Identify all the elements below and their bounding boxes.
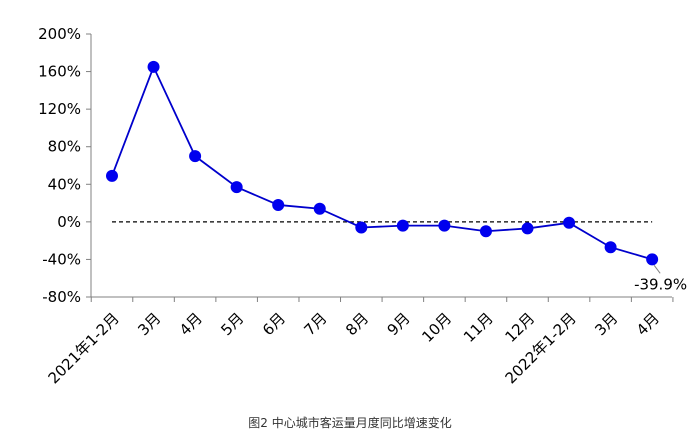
data-point (521, 222, 534, 235)
x-tick-label: 11月 (460, 309, 497, 346)
y-tick-label: 0% (57, 213, 81, 231)
series-line (106, 60, 659, 266)
data-point (563, 216, 576, 229)
figure-caption: 图2 中心城市客运量月度同比增速变化 (248, 416, 452, 430)
x-tick-label: 5月 (217, 309, 247, 339)
x-tick-label: 4月 (176, 309, 206, 339)
y-tick-label: 200% (38, 25, 81, 43)
x-tick-label: 6月 (259, 309, 289, 339)
data-point (355, 221, 368, 234)
y-tick-label: -80% (42, 288, 81, 306)
x-tick-label: 2021年1-2月 (45, 309, 123, 387)
y-tick-label: 40% (48, 175, 81, 193)
x-tick-label: 3月 (134, 309, 164, 339)
data-point (396, 219, 409, 232)
data-point (230, 181, 243, 194)
x-tick-label: 3月 (591, 309, 621, 339)
y-tick-label: 80% (48, 138, 81, 156)
data-point (106, 169, 118, 182)
x-tick-label: 7月 (300, 309, 330, 339)
data-point (438, 219, 451, 232)
axes (86, 33, 674, 302)
x-tick-label: 12月 (501, 309, 538, 346)
chart: 200% 160% 120% 80% 40% 0% -40% -80% 2021年1-2月 3月… (38, 25, 687, 387)
x-tick-label: 4月 (633, 309, 663, 339)
y-tick-label: 160% (38, 63, 81, 81)
x-tick-label: 8月 (342, 309, 372, 339)
y-tick-label: 120% (38, 100, 81, 118)
y-tick-labels: 200% 160% 120% 80% 40% 0% -40% -80% (38, 25, 81, 306)
data-point (272, 198, 285, 211)
annotation: -39.9% (634, 265, 687, 293)
data-point (147, 60, 160, 73)
annotation-leader (653, 265, 661, 274)
x-tick-labels: 2021年1-2月 3月 4月 5月 6月 7月 8月 9月 10月 11月 12月2022年1-2… (45, 309, 663, 387)
x-tick-label: 9月 (384, 309, 414, 339)
data-point (479, 225, 492, 238)
data-point (646, 253, 659, 266)
data-point (189, 150, 202, 163)
series-polyline (111, 64, 653, 261)
data-point (604, 241, 617, 254)
y-tick-label: -40% (42, 250, 81, 268)
annotation-label: -39.9% (634, 275, 687, 293)
data-point (313, 202, 326, 215)
x-tick-label: 10月 (418, 309, 455, 346)
